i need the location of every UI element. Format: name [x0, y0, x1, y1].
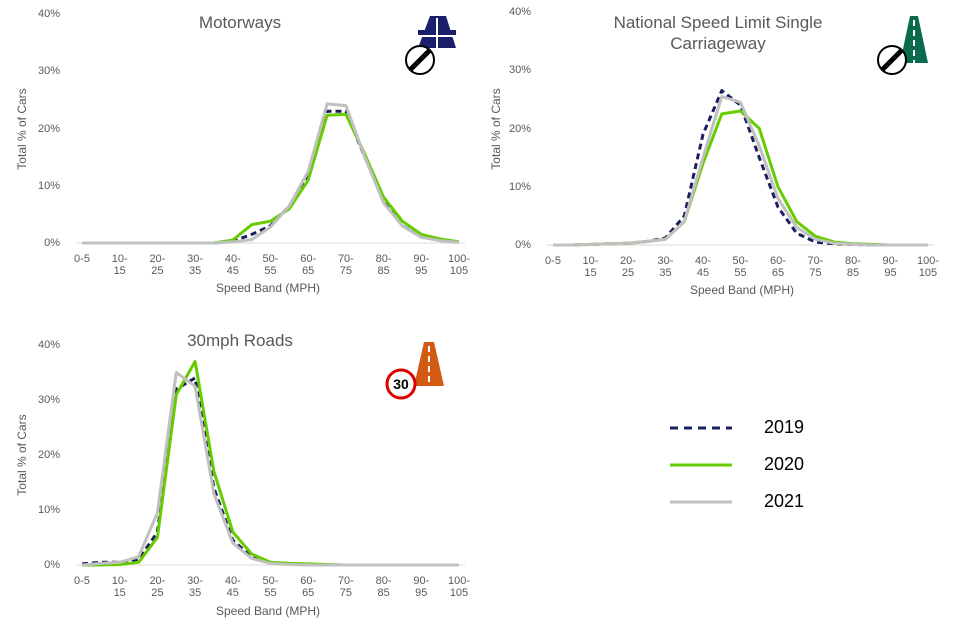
motorway-icon [405, 16, 456, 75]
x-tick-label: 20-25 [149, 575, 166, 599]
y-tick-label: 20% [37, 122, 60, 135]
legend-label: 2019 [764, 417, 805, 437]
x-tick-label: 50-55 [732, 255, 749, 279]
y-tick-label: 10% [37, 504, 60, 516]
x-tick-label: 80-85 [375, 253, 392, 277]
x-tick-label: 10-15 [582, 255, 599, 279]
x-tick-label: 30-35 [657, 255, 674, 279]
x-tick-label: 100-105 [447, 575, 471, 599]
y-tick-label: 30% [508, 64, 531, 77]
series-line [81, 376, 459, 567]
y-tick-label: 40% [508, 6, 531, 18]
series-line [82, 109, 460, 245]
road-icon [877, 16, 928, 75]
y-tick-label: 40% [37, 8, 60, 20]
legend-label: 2020 [764, 454, 805, 474]
chart-title: 30mph Roads [187, 331, 293, 350]
x-tick-label: 50-55 [262, 575, 279, 599]
x-tick-label: 50-55 [262, 253, 279, 277]
x-tick-label: 40-45 [224, 253, 241, 277]
y-tick-label: 0% [515, 239, 531, 251]
x-axis-title: Speed Band (MPH) [215, 281, 321, 295]
y-tick-label: 40% [37, 339, 60, 351]
x-tick-label: 10-15 [111, 575, 128, 599]
chart-title: Motorways [198, 13, 282, 32]
x-tick-label: 90-95 [413, 575, 430, 599]
y-axis-title: Total % of Cars [15, 87, 29, 170]
series-line [553, 109, 928, 247]
x-tick-label: 0-5 [545, 255, 561, 267]
x-tick-label: 30-35 [187, 253, 204, 277]
x-tick-label: 40-45 [224, 575, 241, 599]
y-tick-label: 0% [44, 237, 60, 249]
legend-label: 2021 [764, 491, 805, 511]
y-tick-label: 10% [37, 179, 60, 192]
series-line [82, 102, 460, 245]
y-tick-label: 10% [508, 180, 531, 193]
x-tick-label: 20-25 [149, 253, 166, 277]
x-axis-title: Speed Band (MPH) [215, 604, 321, 618]
series-line [81, 371, 459, 567]
road-30-icon [385, 342, 444, 400]
x-axis-title: Speed Band (MPH) [689, 283, 795, 297]
y-axis-title: Total % of Cars [489, 87, 503, 170]
chart-title: National Speed Limit Single Carriageway [613, 13, 823, 53]
x-tick-label: 70-75 [807, 255, 824, 279]
x-tick-label: 0-5 [74, 575, 90, 587]
series-line [553, 89, 928, 247]
x-tick-label: 60-65 [770, 255, 786, 279]
x-tick-label: 90-95 [882, 255, 899, 279]
y-tick-label: 0% [44, 559, 60, 571]
x-tick-label: 60-65 [300, 253, 317, 277]
y-tick-label: 20% [37, 449, 60, 461]
x-tick-label: 100-105 [447, 253, 471, 277]
x-tick-label: 0-5 [74, 253, 90, 265]
x-tick-label: 30-35 [187, 575, 204, 599]
x-tick-label: 60-65 [300, 575, 317, 599]
y-tick-label: 20% [508, 122, 531, 135]
series-line [553, 95, 928, 247]
x-tick-label: 70-75 [337, 253, 354, 277]
y-tick-label: 30% [37, 394, 60, 406]
x-tick-label: 80-85 [375, 575, 392, 599]
y-axis-title: Total % of Cars [15, 414, 29, 496]
x-tick-label: 70-75 [337, 575, 354, 599]
y-tick-label: 30% [37, 65, 60, 78]
x-tick-label: 40-45 [695, 255, 711, 279]
x-tick-label: 80-85 [845, 255, 861, 279]
x-tick-label: 20-25 [620, 255, 636, 279]
x-tick-label: 10-15 [111, 253, 128, 277]
icon-label: 30 [393, 376, 409, 392]
x-tick-label: 100-105 [916, 255, 940, 279]
x-tick-label: 90-95 [413, 253, 430, 277]
